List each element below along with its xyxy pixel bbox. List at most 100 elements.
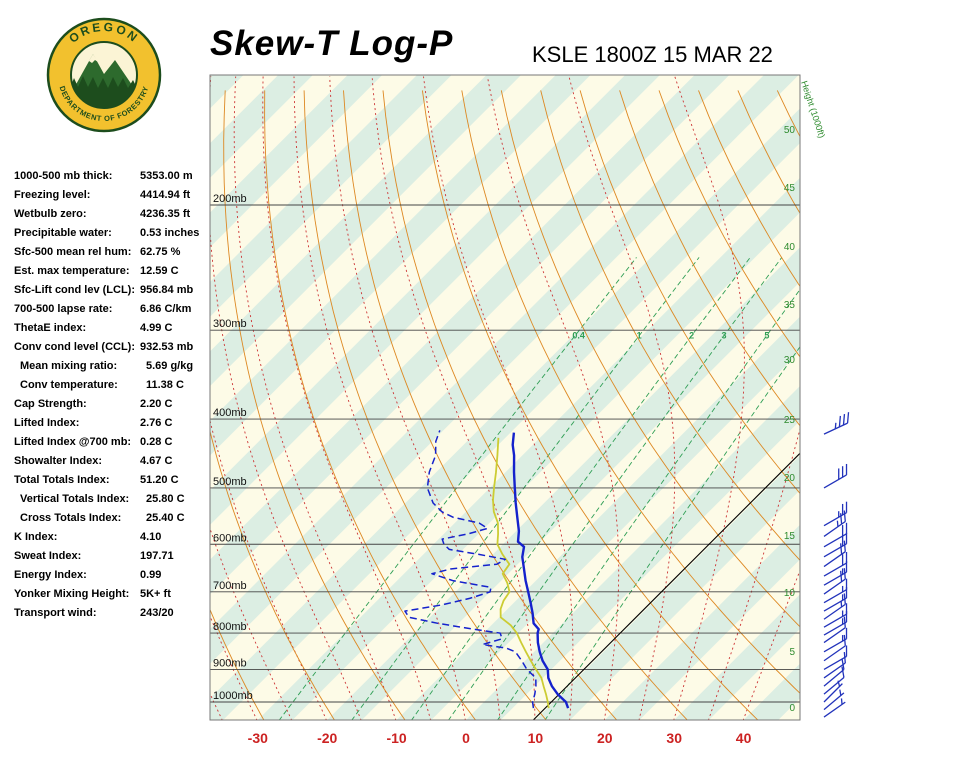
svg-text:2: 2 bbox=[689, 330, 694, 340]
index-value: 0.99 bbox=[140, 568, 162, 581]
height-axis-title: Height (1000ft) bbox=[799, 80, 827, 140]
height-tick-label: 30 bbox=[784, 355, 796, 366]
index-label: Vertical Totals Index: bbox=[20, 492, 130, 505]
height-tick-label: 5 bbox=[789, 647, 795, 658]
temp-tick-label: 10 bbox=[528, 730, 544, 746]
temp-tick-label: -10 bbox=[386, 730, 406, 746]
index-label: Sfc-Lift cond lev (LCL): bbox=[14, 283, 135, 296]
index-row: 1000-500 mb thick: 5353.00 m bbox=[14, 166, 212, 185]
height-tick-label: 25 bbox=[784, 415, 796, 426]
pressure-label: 500mb bbox=[213, 476, 247, 488]
index-value: 4.99 C bbox=[140, 321, 173, 334]
index-label: Energy Index: bbox=[14, 568, 87, 581]
index-row: Total Totals Index: 51.20 C bbox=[14, 470, 212, 489]
index-label: Wetbulb zero: bbox=[14, 207, 87, 220]
index-label: K Index: bbox=[14, 530, 58, 543]
index-value: 2.20 C bbox=[140, 397, 173, 410]
index-label: Lifted Index: bbox=[14, 416, 80, 429]
index-row: Cap Strength: 2.20 C bbox=[14, 394, 212, 413]
index-value: 5.69 g/kg bbox=[146, 359, 194, 372]
temp-tick-label: 40 bbox=[736, 730, 752, 746]
index-value: 4236.35 ft bbox=[140, 207, 191, 220]
index-row: Yonker Mixing Height: 5K+ ft bbox=[14, 584, 212, 603]
index-label: Cap Strength: bbox=[14, 397, 87, 410]
index-row: Conv cond level (CCL): 932.53 mb bbox=[14, 337, 212, 356]
index-row: Lifted Index: 2.76 C bbox=[14, 413, 212, 432]
index-value: 932.53 mb bbox=[140, 340, 194, 353]
index-value: 51.20 C bbox=[140, 473, 179, 486]
index-label: Total Totals Index: bbox=[14, 473, 110, 486]
index-row: K Index: 4.10 bbox=[14, 527, 212, 546]
logo-ground bbox=[71, 90, 137, 108]
index-row: Sfc-Lift cond lev (LCL): 956.84 mb bbox=[14, 280, 212, 299]
index-row: Vertical Totals Index: 25.80 C bbox=[14, 489, 212, 508]
index-row: Sfc-500 mean rel hum: 62.75 % bbox=[14, 242, 212, 261]
reference-line bbox=[532, 452, 800, 720]
index-row: Cross Totals Index: 25.40 C bbox=[14, 508, 212, 527]
index-row: Est. max temperature: 12.59 C bbox=[14, 261, 212, 280]
index-label: 700-500 lapse rate: bbox=[14, 302, 113, 315]
index-value: 2.76 C bbox=[140, 416, 173, 429]
index-label: Cross Totals Index: bbox=[20, 511, 122, 524]
pressure-label: 800mb bbox=[213, 621, 247, 633]
pressure-label: 900mb bbox=[213, 657, 247, 669]
index-row: Wetbulb zero: 4236.35 ft bbox=[14, 204, 212, 223]
height-tick-label: 50 bbox=[784, 125, 796, 136]
agency-logo: OREGON DEPARTMENT OF FORESTRY bbox=[46, 17, 162, 133]
svg-text:0.4: 0.4 bbox=[572, 330, 585, 340]
pressure-label: 200mb bbox=[213, 193, 247, 205]
index-value: 4.67 C bbox=[140, 454, 173, 467]
index-value: 197.71 bbox=[140, 549, 174, 562]
index-label: 1000-500 mb thick: bbox=[14, 169, 113, 182]
temp-tick-label: -30 bbox=[248, 730, 268, 746]
height-tick-label: 45 bbox=[784, 183, 796, 194]
height-tick-label: 0 bbox=[789, 703, 795, 714]
index-label: Mean mixing ratio: bbox=[20, 359, 118, 372]
chart-border bbox=[209, 74, 801, 721]
pressure-label: 700mb bbox=[213, 580, 247, 592]
index-label: Yonker Mixing Height: bbox=[14, 587, 130, 600]
height-tick-label: 35 bbox=[784, 300, 796, 311]
index-value: 62.75 % bbox=[140, 245, 181, 258]
index-label: Sfc-500 mean rel hum: bbox=[14, 245, 132, 258]
index-value: 6.86 C/km bbox=[140, 302, 192, 315]
index-value: 0.53 inches bbox=[140, 226, 200, 239]
svg-text:5: 5 bbox=[764, 330, 769, 340]
station-datetime: KSLE 1800Z 15 MAR 22 bbox=[532, 42, 773, 67]
page-title: Skew-T Log-P bbox=[210, 24, 454, 63]
height-tick-label: 15 bbox=[784, 531, 796, 542]
index-value: 4.10 bbox=[140, 530, 162, 543]
svg-text:1: 1 bbox=[637, 330, 642, 340]
index-row: Mean mixing ratio: 5.69 g/kg bbox=[14, 356, 212, 375]
index-row: Sweat Index: 197.71 bbox=[14, 546, 212, 565]
height-tick-label: 40 bbox=[784, 242, 796, 253]
treeline-icon bbox=[71, 76, 137, 94]
index-value: 25.40 C bbox=[146, 511, 185, 524]
index-label: Est. max temperature: bbox=[14, 264, 130, 277]
index-value: 25.80 C bbox=[146, 492, 185, 505]
index-row: ThetaE index: 4.99 C bbox=[14, 318, 212, 337]
index-row: Conv temperature: 11.38 C bbox=[14, 375, 212, 394]
svg-text:3: 3 bbox=[722, 330, 727, 340]
index-row: Lifted Index @700 mb: 0.28 C bbox=[14, 432, 212, 451]
temp-tick-label: 0 bbox=[462, 730, 470, 746]
index-label: Conv temperature: bbox=[20, 378, 118, 391]
pressure-label: 300mb bbox=[213, 318, 247, 330]
index-row: Energy Index: 0.99 bbox=[14, 565, 212, 584]
index-label: Showalter Index: bbox=[14, 454, 103, 467]
mountain-icon bbox=[74, 54, 134, 88]
snowcap-icon bbox=[89, 54, 98, 63]
index-label: Freezing level: bbox=[14, 188, 91, 201]
index-label: Precipitable water: bbox=[14, 226, 112, 239]
pressure-label: 400mb bbox=[213, 407, 247, 419]
wind-barbs bbox=[823, 412, 850, 718]
index-value: 5353.00 m bbox=[140, 169, 193, 182]
pressure-label: 600mb bbox=[213, 532, 247, 544]
wetbulb-trace bbox=[492, 437, 550, 709]
index-label: Conv cond level (CCL): bbox=[14, 340, 136, 353]
index-row: Transport wind: 243/20 bbox=[14, 603, 212, 622]
index-label: Lifted Index @700 mb: bbox=[14, 435, 132, 448]
index-row: 700-500 lapse rate: 6.86 C/km bbox=[14, 299, 212, 318]
